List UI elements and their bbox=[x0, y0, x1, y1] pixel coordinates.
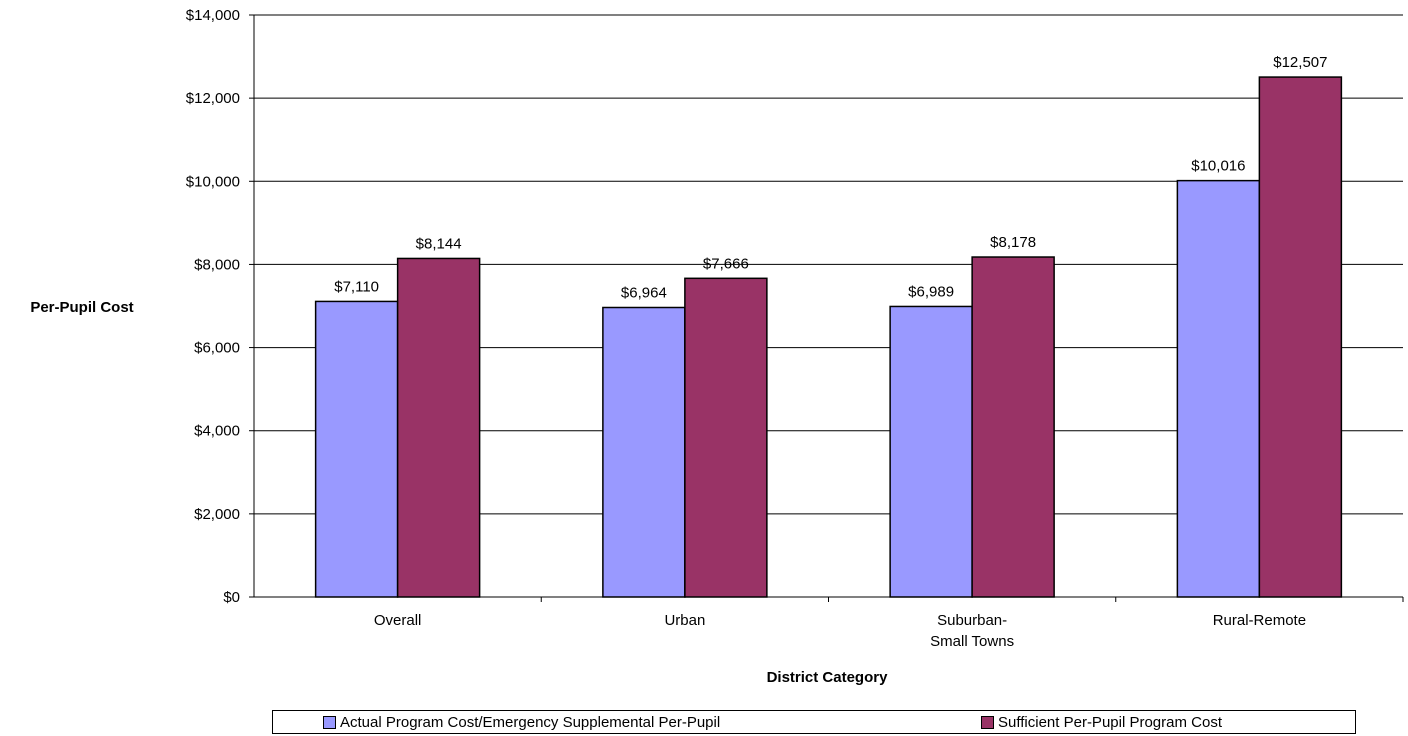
data-label: $12,507 bbox=[1273, 54, 1327, 71]
data-labels: $7,110 $8,144 $6,964 $7,666 $6,989 $8,178 $10,… bbox=[334, 54, 1327, 301]
y-tick-label: $12,000 bbox=[186, 90, 240, 107]
legend-label-series-1: Actual Program Cost/Emergency Supplement… bbox=[340, 714, 721, 731]
y-tick-label: $8,000 bbox=[194, 256, 240, 273]
y-tick-label: $4,000 bbox=[194, 423, 240, 440]
data-label: $6,964 bbox=[621, 284, 667, 301]
y-axis-title: Per-Pupil Cost bbox=[30, 299, 133, 316]
y-tick-labels: $0 $2,000 $4,000 $6,000 $8,000 $10,000 $12,000… bbox=[186, 7, 240, 606]
legend: Actual Program Cost/Emergency Supplement… bbox=[272, 710, 1356, 734]
data-label: $7,110 bbox=[334, 278, 379, 295]
y-tick-label: $14,000 bbox=[186, 7, 240, 24]
x-tick-label: Suburban-Small Towns bbox=[930, 612, 1014, 650]
bar bbox=[971, 256, 1055, 598]
legend-swatch-series-2 bbox=[981, 716, 994, 729]
data-label: $7,666 bbox=[703, 255, 749, 272]
y-tick-label: $2,000 bbox=[194, 506, 240, 523]
x-tick-label: Rural-Remote bbox=[1213, 612, 1306, 629]
bar-chart: $0 $2,000 $4,000 $6,000 $8,000 $10,000 $12,000… bbox=[30, 7, 1404, 686]
y-tick-label: $10,000 bbox=[186, 173, 240, 190]
data-label: $8,144 bbox=[416, 235, 462, 252]
bar bbox=[1258, 76, 1343, 598]
data-label: $10,016 bbox=[1191, 158, 1245, 175]
legend-item-series-1: Actual Program Cost/Emergency Supplement… bbox=[323, 714, 720, 731]
x-axis-title: District Category bbox=[767, 669, 889, 686]
bar bbox=[602, 306, 686, 598]
bar bbox=[1176, 179, 1261, 598]
bars bbox=[314, 76, 1343, 598]
legend-item-series-2: Sufficient Per-Pupil Program Cost bbox=[981, 714, 1222, 731]
legend-swatch-series-1 bbox=[323, 716, 336, 729]
x-tick-label: Overall bbox=[374, 612, 422, 629]
bar bbox=[396, 257, 481, 598]
legend-label-series-2: Sufficient Per-Pupil Program Cost bbox=[998, 714, 1222, 731]
y-tick-label: $0 bbox=[223, 589, 240, 606]
bar bbox=[314, 300, 399, 598]
bar bbox=[684, 277, 768, 598]
y-tick-label: $6,000 bbox=[194, 340, 240, 357]
data-label: $8,178 bbox=[990, 234, 1036, 251]
data-label: $6,989 bbox=[908, 283, 954, 300]
bar bbox=[889, 305, 973, 598]
x-tick-labels: Overall Urban Suburban-Small Towns Rural-Re… bbox=[374, 597, 1404, 650]
x-tick-label: Urban bbox=[664, 612, 705, 629]
